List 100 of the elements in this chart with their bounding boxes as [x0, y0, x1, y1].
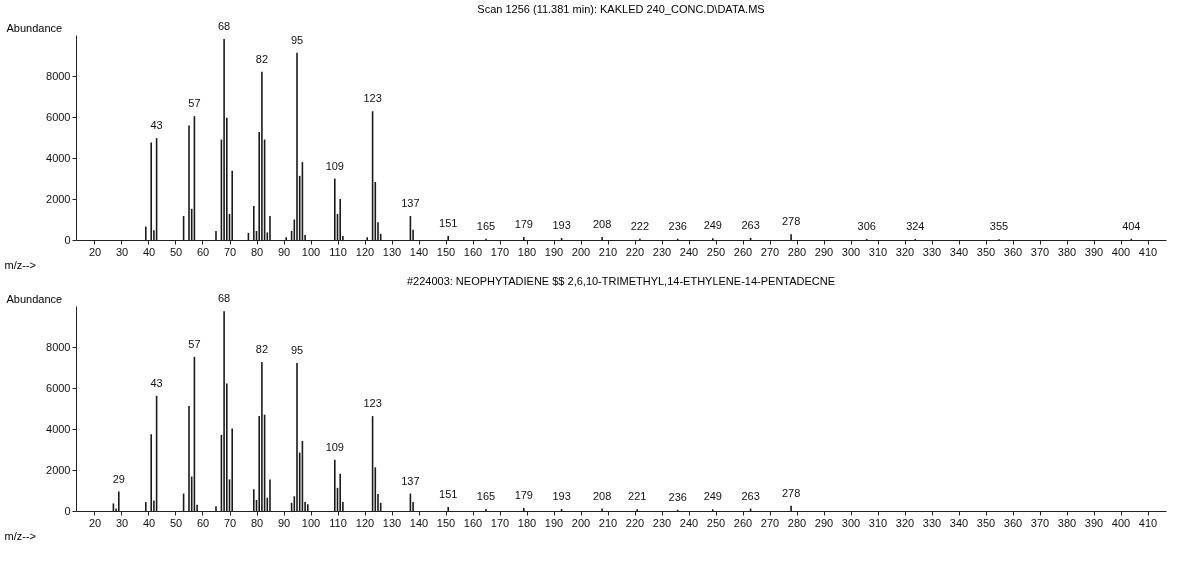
annotation: 57 [188, 97, 201, 110]
annotation: 263 [741, 218, 760, 231]
x-tick-label: 40 [142, 245, 156, 258]
annotation: 179 [514, 217, 533, 230]
x-tick-label: 40 [142, 516, 156, 529]
annotation: 193 [552, 489, 571, 502]
annotation: 236 [668, 490, 687, 503]
x-tick-label: 290 [814, 516, 834, 529]
x-tick-label: 190 [544, 516, 564, 529]
x-tick-label: 200 [571, 516, 591, 529]
x-tick-label: 270 [760, 516, 780, 529]
x-tick-label: 170 [490, 245, 510, 258]
x-tick-label: 220 [625, 245, 645, 258]
annotation: 123 [363, 397, 382, 410]
x-tick-label: 360 [1003, 245, 1023, 258]
annotation: 306 [857, 219, 876, 232]
annotation: 137 [401, 197, 420, 210]
x-tick-label: 180 [517, 516, 537, 529]
x-tick-label: 220 [625, 516, 645, 529]
x-tick-label: 180 [517, 245, 537, 258]
y-tick-label: 0 [64, 233, 71, 246]
annotation: 404 [1122, 219, 1141, 232]
x-tick-label: 140 [409, 245, 429, 258]
x-tick-label: 320 [895, 245, 915, 258]
x-tick-label: 210 [598, 245, 618, 258]
x-tick-label: 90 [277, 245, 291, 258]
annotation: 355 [989, 220, 1009, 233]
annotation: 179 [514, 488, 533, 501]
x-tick-label: 260 [733, 245, 753, 258]
annotation: 57 [188, 337, 201, 350]
x-tick-label: 170 [490, 516, 510, 529]
y-tick-label: 4000 [46, 422, 71, 435]
x-tick-label: 120 [355, 245, 375, 258]
x-axis-title: m/z--> [4, 258, 36, 271]
x-tick-label: 70 [223, 516, 237, 529]
annotation: 82 [255, 52, 269, 65]
x-tick-label: 300 [841, 516, 861, 529]
x-tick-label: 50 [169, 516, 183, 529]
annotation: 123 [363, 92, 382, 105]
x-tick-label: 380 [1057, 516, 1077, 529]
annotation: 151 [439, 487, 458, 500]
x-tick-label: 70 [223, 245, 237, 258]
x-tick-label: 90 [277, 516, 291, 529]
annotation: 43 [150, 376, 163, 389]
x-tick-label: 330 [922, 245, 942, 258]
annotation: 43 [150, 119, 163, 132]
annotation: 278 [781, 215, 801, 228]
annotation: 29 [112, 472, 125, 485]
x-tick-label: 340 [949, 245, 969, 258]
y-tick-label: 6000 [46, 110, 71, 123]
x-tick-label: 280 [787, 516, 807, 529]
x-tick-label: 110 [329, 516, 347, 529]
x-tick-label: 150 [436, 516, 456, 529]
x-tick-label: 190 [544, 245, 564, 258]
x-tick-label: 80 [250, 516, 264, 529]
x-tick-label: 360 [1003, 516, 1023, 529]
x-tick-label: 240 [679, 245, 699, 258]
y-tick-label: 4000 [46, 151, 71, 164]
annotation: 68 [217, 292, 231, 305]
y-tick-label: 8000 [46, 340, 71, 353]
annotation: 109 [325, 440, 344, 453]
x-tick-label: 410 [1138, 245, 1158, 258]
y-axis-title: Abundance [6, 21, 63, 34]
x-tick-label: 130 [382, 516, 402, 529]
annotation: 151 [439, 216, 458, 229]
x-tick-label: 310 [868, 245, 888, 258]
x-tick-label: 130 [382, 245, 402, 258]
x-tick-label: 370 [1030, 516, 1050, 529]
x-tick-label: 320 [895, 516, 915, 529]
annotation: 249 [703, 490, 722, 503]
x-tick-label: 380 [1057, 245, 1077, 258]
x-tick-label: 240 [679, 516, 699, 529]
x-tick-label: 60 [196, 516, 210, 529]
annotation: 222 [630, 219, 650, 232]
y-tick-label: 8000 [46, 69, 71, 82]
x-tick-label: 390 [1084, 516, 1104, 529]
y-tick-label: 2000 [46, 463, 71, 476]
chart-title: #224003: NEOPHYTADIENE $$ 2,6,10-TRIMETHYL,14-ETHYLENE-14-PENTADECNE [406, 275, 836, 287]
annotation: 208 [592, 217, 612, 230]
x-tick-label: 100 [301, 516, 321, 529]
annotation: 278 [781, 486, 801, 499]
x-tick-label: 210 [598, 516, 618, 529]
x-tick-label: 120 [355, 516, 375, 529]
annotation: 109 [325, 159, 344, 172]
annotation: 95 [290, 343, 304, 356]
x-tick-label: 270 [760, 245, 780, 258]
y-axis-title: Abundance [6, 292, 63, 305]
annotation: 137 [401, 474, 420, 487]
x-tick-label: 200 [571, 245, 591, 258]
x-tick-label: 260 [733, 516, 753, 529]
annotation: 236 [668, 219, 687, 232]
y-tick-label: 2000 [46, 192, 71, 205]
x-tick-label: 370 [1030, 245, 1050, 258]
x-tick-label: 150 [436, 245, 456, 258]
x-tick-label: 390 [1084, 245, 1104, 258]
chart-title: Scan 1256 (11.381 min): KAKLED 240_CONC.D\DATA.MS [477, 3, 765, 16]
x-tick-label: 340 [949, 516, 969, 529]
x-tick-label: 230 [652, 516, 672, 529]
x-tick-label: 160 [463, 245, 483, 258]
x-tick-label: 290 [814, 245, 834, 258]
